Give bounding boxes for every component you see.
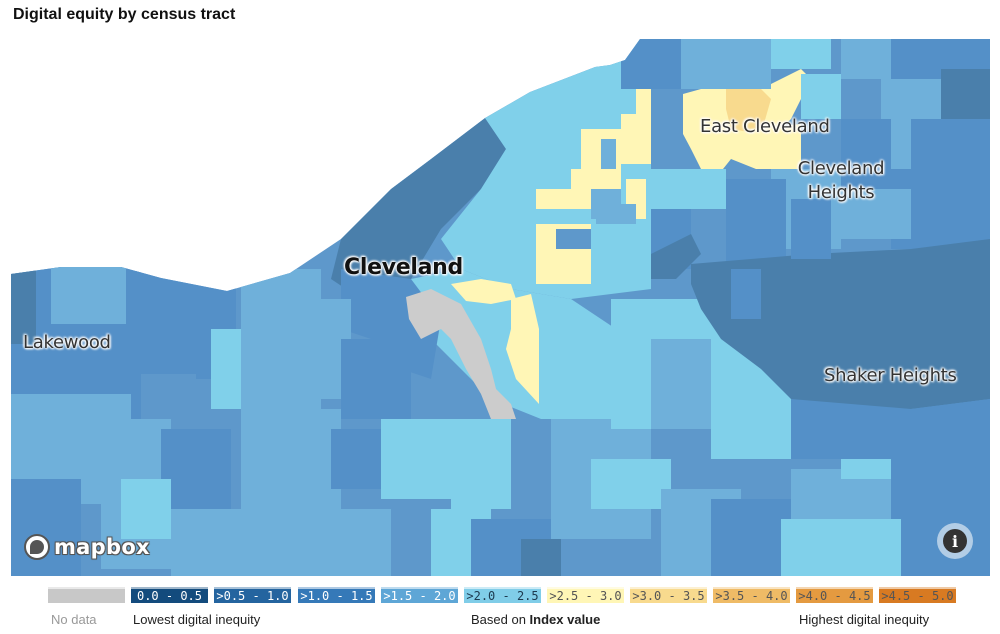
place-label-lakewood: Lakewood — [23, 332, 111, 353]
page-title: Digital equity by census tract — [13, 6, 236, 23]
legend-swatch-1: >0.5 - 1.0 — [214, 587, 291, 603]
legend-swatch-no-data — [48, 587, 125, 603]
place-label-cleveland-heights-line1: Cleveland — [797, 158, 885, 179]
legend-swatch-9: >4.5 - 5.0 — [879, 587, 956, 603]
choropleth-map[interactable]: Cleveland Lakewood East Cleveland Clevel… — [11, 39, 990, 576]
legend-swatch-2: >1.0 - 1.5 — [298, 587, 375, 603]
place-label-cleveland-heights: Cleveland Heights — [786, 160, 896, 202]
legend-low-label: Lowest digital inequity — [133, 612, 261, 627]
info-icon: i — [943, 529, 967, 553]
legend-swatch-8: >4.0 - 4.5 — [796, 587, 873, 603]
legend-swatch-7: >3.5 - 4.0 — [713, 587, 790, 603]
place-label-cleveland: Cleveland — [344, 255, 463, 280]
legend-basis-label: Based on Index value — [471, 612, 600, 627]
legend-swatch-4: >2.0 - 2.5 — [464, 587, 541, 603]
legend: 0.0 - 0.5 >0.5 - 1.0 >1.0 - 1.5 >1.5 - 2… — [0, 584, 1000, 634]
info-button[interactable]: i — [937, 523, 973, 559]
legend-basis-bold: Index value — [529, 612, 601, 627]
legend-swatch-3: >1.5 - 2.0 — [381, 587, 458, 603]
legend-high-label: Highest digital inequity — [799, 612, 930, 627]
legend-basis-prefix: Based on — [471, 612, 530, 627]
place-label-cleveland-heights-line2: Heights — [807, 182, 875, 203]
mapbox-logo-text: mapbox — [54, 535, 150, 559]
map-tracts[interactable] — [11, 39, 990, 576]
mapbox-logo-icon — [24, 534, 50, 560]
legend-swatch-6: >3.0 - 3.5 — [630, 587, 707, 603]
place-label-shaker-heights: Shaker Heights — [824, 365, 957, 386]
place-label-east-cleveland: East Cleveland — [700, 116, 830, 137]
legend-no-data-label: No data — [51, 612, 97, 627]
legend-swatch-0: 0.0 - 0.5 — [131, 587, 208, 603]
legend-swatch-5: >2.5 - 3.0 — [547, 587, 624, 603]
mapbox-attribution-logo[interactable]: mapbox — [24, 534, 150, 560]
